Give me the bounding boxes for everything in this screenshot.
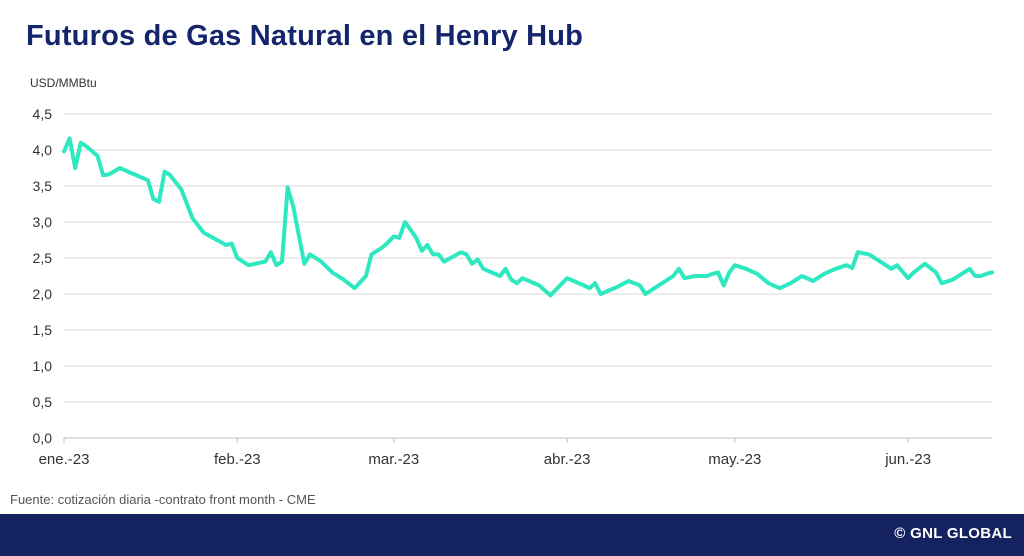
footer-bar: © GNL GLOBAL xyxy=(0,514,1024,556)
source-note: Fuente: cotización diaria -contrato fron… xyxy=(10,492,316,507)
x-tick-label: mar.-23 xyxy=(368,451,419,468)
y-tick-label: 1,5 xyxy=(33,322,53,338)
y-tick-label: 4,0 xyxy=(33,142,53,158)
x-tick-label: ene.-23 xyxy=(39,451,90,468)
y-tick-label: 1,0 xyxy=(33,358,53,374)
y-tick-label: 2,0 xyxy=(33,286,53,302)
y-axis-label: USD/MMBtu xyxy=(30,76,97,90)
x-tick-label: abr.-23 xyxy=(544,451,591,468)
x-tick-label: feb.-23 xyxy=(214,451,261,468)
chart-title: Futuros de Gas Natural en el Henry Hub xyxy=(26,20,584,52)
y-tick-label: 3,0 xyxy=(33,214,53,230)
series-line xyxy=(62,136,994,298)
y-tick-label: 0,0 xyxy=(33,430,53,446)
y-tick-label: 4,5 xyxy=(33,106,53,122)
brand-credit: © GNL GLOBAL xyxy=(894,525,1012,542)
y-tick-label: 2,5 xyxy=(33,250,53,266)
y-tick-label: 0,5 xyxy=(33,394,53,410)
y-tick-label: 3,5 xyxy=(33,178,53,194)
x-tick-label: may.-23 xyxy=(708,451,761,468)
x-tick-label: jun.-23 xyxy=(884,451,931,468)
